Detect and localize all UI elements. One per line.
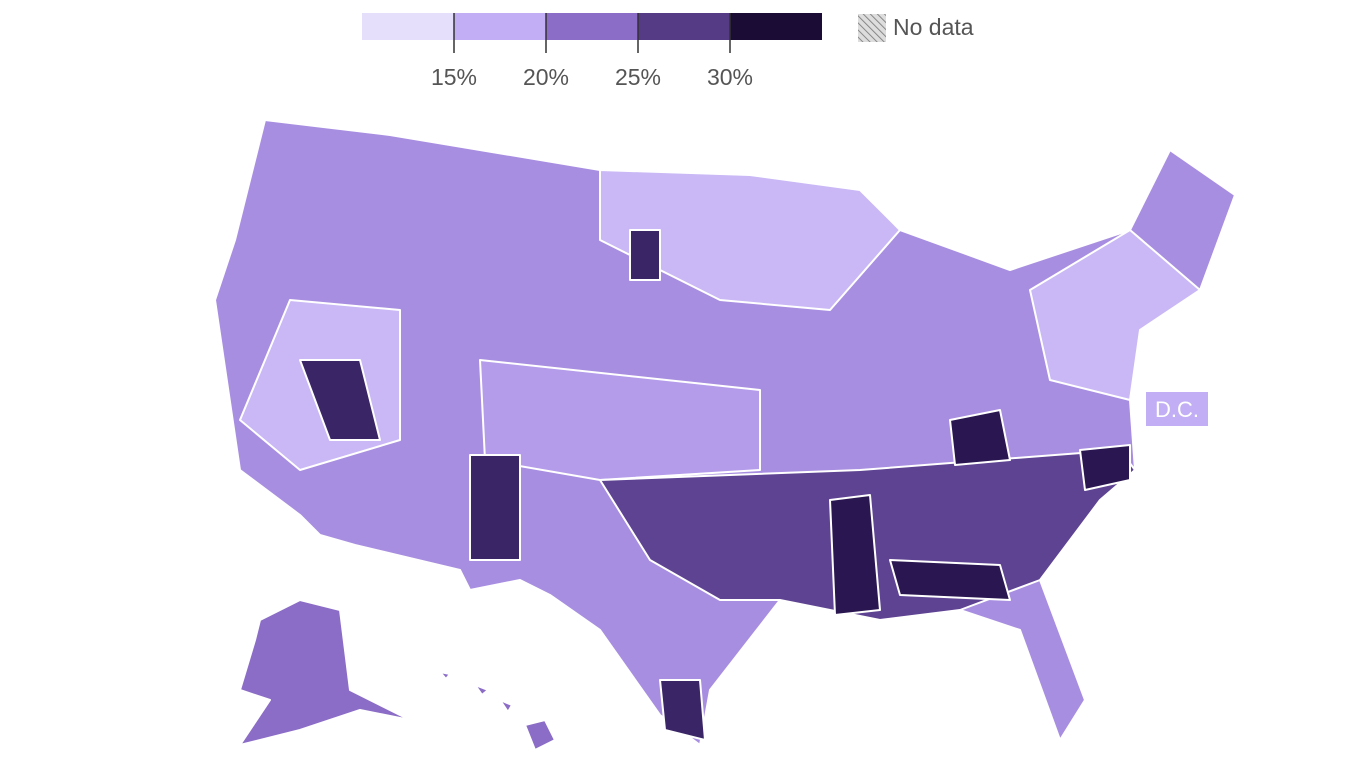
region-darkest-delta	[829, 409, 1131, 616]
dc-box	[1146, 392, 1208, 426]
legend-tick-label: 20%	[523, 64, 569, 90]
region-mid-plains	[479, 359, 761, 481]
legend-swatch	[638, 13, 730, 40]
no-data-label: No data	[893, 14, 974, 40]
region-light-north	[599, 169, 901, 311]
legend-swatch	[730, 13, 822, 40]
legend-swatch	[362, 13, 454, 40]
legend: 15% 20% 25% 30%	[362, 13, 822, 90]
hawaii	[439, 671, 556, 751]
dc-label: D.C.	[1155, 397, 1199, 422]
region-dark-southwest	[299, 229, 706, 741]
region-light-northeast	[1029, 229, 1201, 401]
legend-swatch	[454, 13, 546, 40]
no-data-swatch	[858, 14, 886, 42]
alaska	[239, 599, 411, 746]
legend-tick-label: 30%	[707, 64, 753, 90]
legend-tick-label: 15%	[431, 64, 477, 90]
legend-tick-label: 25%	[615, 64, 661, 90]
legend-swatch	[546, 13, 638, 40]
us-map	[214, 119, 1236, 751]
